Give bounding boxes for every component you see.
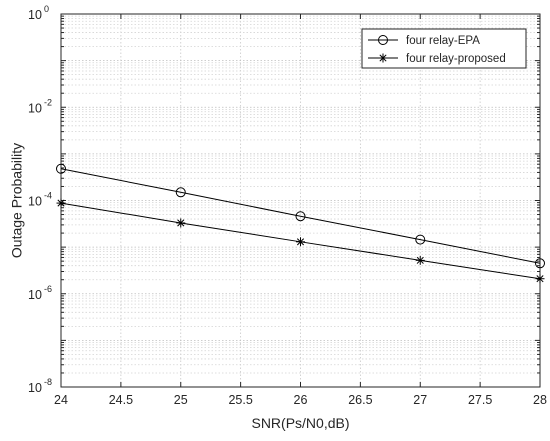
y-tick-base: 10 — [28, 8, 42, 22]
data-point-circle — [535, 258, 545, 269]
data-point-asterisk — [56, 198, 66, 208]
data-point-asterisk — [176, 218, 186, 228]
y-tick-exponent: -2 — [44, 97, 52, 107]
y-tick-base: 10 — [28, 195, 42, 209]
x-tick-label: 27.5 — [468, 393, 492, 407]
legend-item: four relay-proposed — [368, 53, 506, 65]
asterisk-stroke — [296, 238, 305, 246]
x-tick-label: 27 — [413, 393, 427, 407]
legend-label: four relay-EPA — [406, 35, 480, 47]
x-tick-labels: 24 24.5 25 25.5 26 26.5 27 27.5 28 — [54, 393, 547, 407]
x-tick-label: 28 — [533, 393, 547, 407]
series-1 — [56, 163, 545, 269]
data-point-circle — [295, 211, 306, 222]
y-tick-base: 10 — [28, 101, 42, 115]
x-tick-label: 26.5 — [348, 393, 372, 407]
series-2 — [56, 198, 545, 284]
x-tick-label: 26 — [294, 393, 308, 407]
data-point-circle — [378, 35, 388, 45]
data-point-circle — [415, 234, 426, 245]
y-tick-exponent: -8 — [44, 377, 52, 387]
series-line — [60, 168, 541, 264]
y-tick-label: 10 -4 — [28, 191, 52, 209]
legend: four relay-EPA four relay-proposed — [361, 28, 527, 69]
data-point-asterisk — [535, 274, 545, 284]
series — [56, 163, 545, 284]
x-tick-label: 24.5 — [109, 393, 133, 407]
y-tick-base: 10 — [28, 288, 42, 302]
legend-item: four relay-EPA — [368, 35, 480, 47]
asterisk-stroke — [536, 275, 544, 283]
legend-box — [361, 28, 527, 69]
x-tick-label: 25.5 — [228, 393, 252, 407]
legend-label: four relay-proposed — [406, 53, 506, 65]
x-tick-label: 24 — [54, 393, 68, 407]
y-tick-base: 10 — [28, 381, 42, 395]
y-tick-exponent: 0 — [44, 4, 49, 14]
y-tick-exponent: -4 — [44, 191, 52, 201]
y-tick-label: 10 -2 — [28, 97, 52, 115]
y-tick-label: 10 -6 — [28, 284, 52, 302]
asterisk-stroke — [379, 54, 387, 62]
y-tick-label: 10 -8 — [28, 377, 52, 395]
y-tick-exponent: -6 — [44, 284, 52, 294]
data-point-asterisk — [415, 255, 425, 265]
data-point-circle — [56, 163, 66, 174]
data-point-asterisk — [296, 237, 305, 247]
y-axis-label: Outage Probability — [9, 143, 25, 258]
asterisk-stroke — [57, 199, 65, 207]
y-tick-label: 10 0 — [28, 4, 49, 22]
x-axis-label: SNR(Ps/N0,dB) — [251, 415, 349, 431]
x-tick-label: 25 — [174, 393, 188, 407]
grid — [60, 13, 541, 388]
asterisk-stroke — [177, 219, 185, 227]
asterisk-stroke — [416, 256, 424, 264]
data-point-circle — [175, 187, 186, 198]
data-point-asterisk — [378, 53, 388, 63]
